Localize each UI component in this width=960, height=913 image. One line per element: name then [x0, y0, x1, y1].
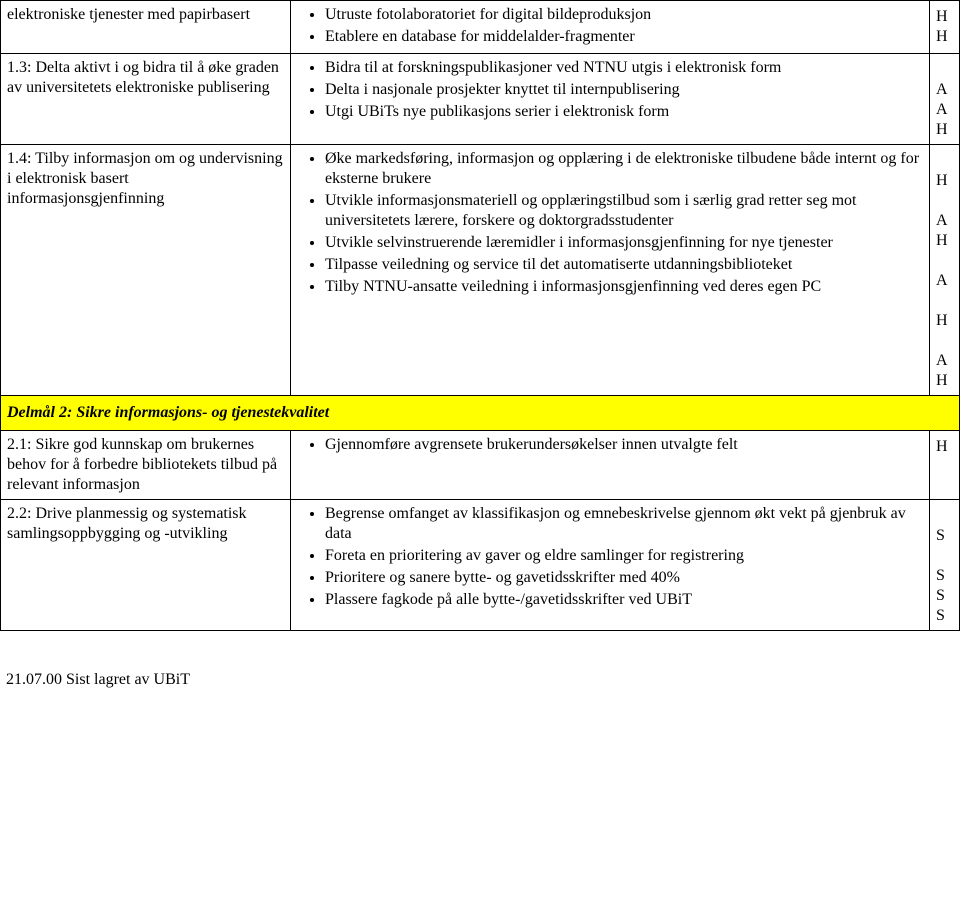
bullet-list: Øke markedsføring, informasjon og opplær… [297, 149, 923, 297]
letter: S [936, 606, 953, 626]
letter: H [936, 120, 953, 140]
letter [936, 191, 953, 211]
letter: A [936, 271, 953, 291]
letter [936, 506, 953, 526]
letter: H [936, 371, 953, 391]
letter: A [936, 100, 953, 120]
bullet-item: Utvikle selvinstruerende læremidler i in… [325, 233, 923, 253]
letter-column: HH [936, 5, 953, 47]
bullet-item: Øke markedsføring, informasjon og opplær… [325, 149, 923, 189]
bullet-cell: Utruste fotolaboratoriet for digital bil… [291, 1, 930, 54]
bullet-item: Plassere fagkode på alle bytte-/gavetids… [325, 590, 923, 610]
bullet-list: Bidra til at forskningspublikasjoner ved… [297, 58, 923, 122]
letter [936, 291, 953, 311]
bullet-item: Tilpasse veiledning og service til det a… [325, 255, 923, 275]
letter-cell: HH [930, 1, 960, 54]
bullet-item: Delta i nasjonale prosjekter knyttet til… [325, 80, 923, 100]
left-text: 2.2: Drive planmessig og systematisk sam… [7, 504, 284, 544]
letter: H [936, 27, 953, 47]
letter: H [936, 231, 953, 251]
letter [936, 546, 953, 566]
letter [936, 251, 953, 271]
letter: H [936, 437, 953, 457]
bullet-cell: Begrense omfanget av klassifikasjon og e… [291, 500, 930, 631]
bullet-item: Tilby NTNU-ansatte veiledning i informas… [325, 277, 923, 297]
letter: S [936, 566, 953, 586]
bullet-item: Begrense omfanget av klassifikasjon og e… [325, 504, 923, 544]
left-text: 1.3: Delta aktivt i og bidra til å øke g… [7, 58, 284, 98]
letter [936, 331, 953, 351]
left-cell: 1.4: Tilby informasjon om og undervisnin… [1, 145, 291, 396]
bullet-item: Bidra til at forskningspublikasjoner ved… [325, 58, 923, 78]
document-table: elektroniske tjenester med papirbasert Ut… [0, 0, 960, 631]
letter-column: AAH [936, 58, 953, 140]
letter: A [936, 211, 953, 231]
left-cell: 1.3: Delta aktivt i og bidra til å øke g… [1, 54, 291, 145]
left-text: 1.4: Tilby informasjon om og undervisnin… [7, 149, 284, 209]
bullet-item: Utgi UBiTs nye publikasjons serier i ele… [325, 102, 923, 122]
letter [936, 151, 953, 171]
left-cell: 2.2: Drive planmessig og systematisk sam… [1, 500, 291, 631]
letter-column: H [936, 435, 953, 457]
letter: S [936, 526, 953, 546]
letter: H [936, 7, 953, 27]
bullet-item: Prioritere og sanere bytte- og gavetidss… [325, 568, 923, 588]
section-header: Delmål 2: Sikre informasjons- og tjenest… [1, 396, 960, 431]
bullet-item: Utruste fotolaboratoriet for digital bil… [325, 5, 923, 25]
letter-cell: H [930, 431, 960, 500]
letter-column: S SSS [936, 504, 953, 626]
letter: H [936, 171, 953, 191]
footer-text: 21.07.00 Sist lagret av UBiT [0, 631, 960, 699]
bullet-item: Gjennomføre avgrensete brukerundersøkels… [325, 435, 923, 455]
letter: A [936, 351, 953, 371]
bullet-list: Begrense omfanget av klassifikasjon og e… [297, 504, 923, 610]
bullet-cell: Gjennomføre avgrensete brukerundersøkels… [291, 431, 930, 500]
left-cell: elektroniske tjenester med papirbasert [1, 1, 291, 54]
letter: H [936, 311, 953, 331]
bullet-item: Utvikle informasjonsmateriell og opplæri… [325, 191, 923, 231]
left-text: elektroniske tjenester med papirbasert [7, 5, 284, 25]
letter-cell: S SSS [930, 500, 960, 631]
letter-column: H AH A H AH [936, 149, 953, 391]
letter: S [936, 586, 953, 606]
left-text: 2.1: Sikre god kunnskap om brukernes beh… [7, 435, 284, 495]
left-cell: 2.1: Sikre god kunnskap om brukernes beh… [1, 431, 291, 500]
bullet-list: Gjennomføre avgrensete brukerundersøkels… [297, 435, 923, 455]
letter [936, 60, 953, 80]
bullet-cell: Øke markedsføring, informasjon og opplær… [291, 145, 930, 396]
bullet-list: Utruste fotolaboratoriet for digital bil… [297, 5, 923, 47]
letter-cell: H AH A H AH [930, 145, 960, 396]
letter: A [936, 80, 953, 100]
bullet-cell: Bidra til at forskningspublikasjoner ved… [291, 54, 930, 145]
bullet-item: Etablere en database for middelalder-fra… [325, 27, 923, 47]
bullet-item: Foreta en prioritering av gaver og eldre… [325, 546, 923, 566]
letter-cell: AAH [930, 54, 960, 145]
